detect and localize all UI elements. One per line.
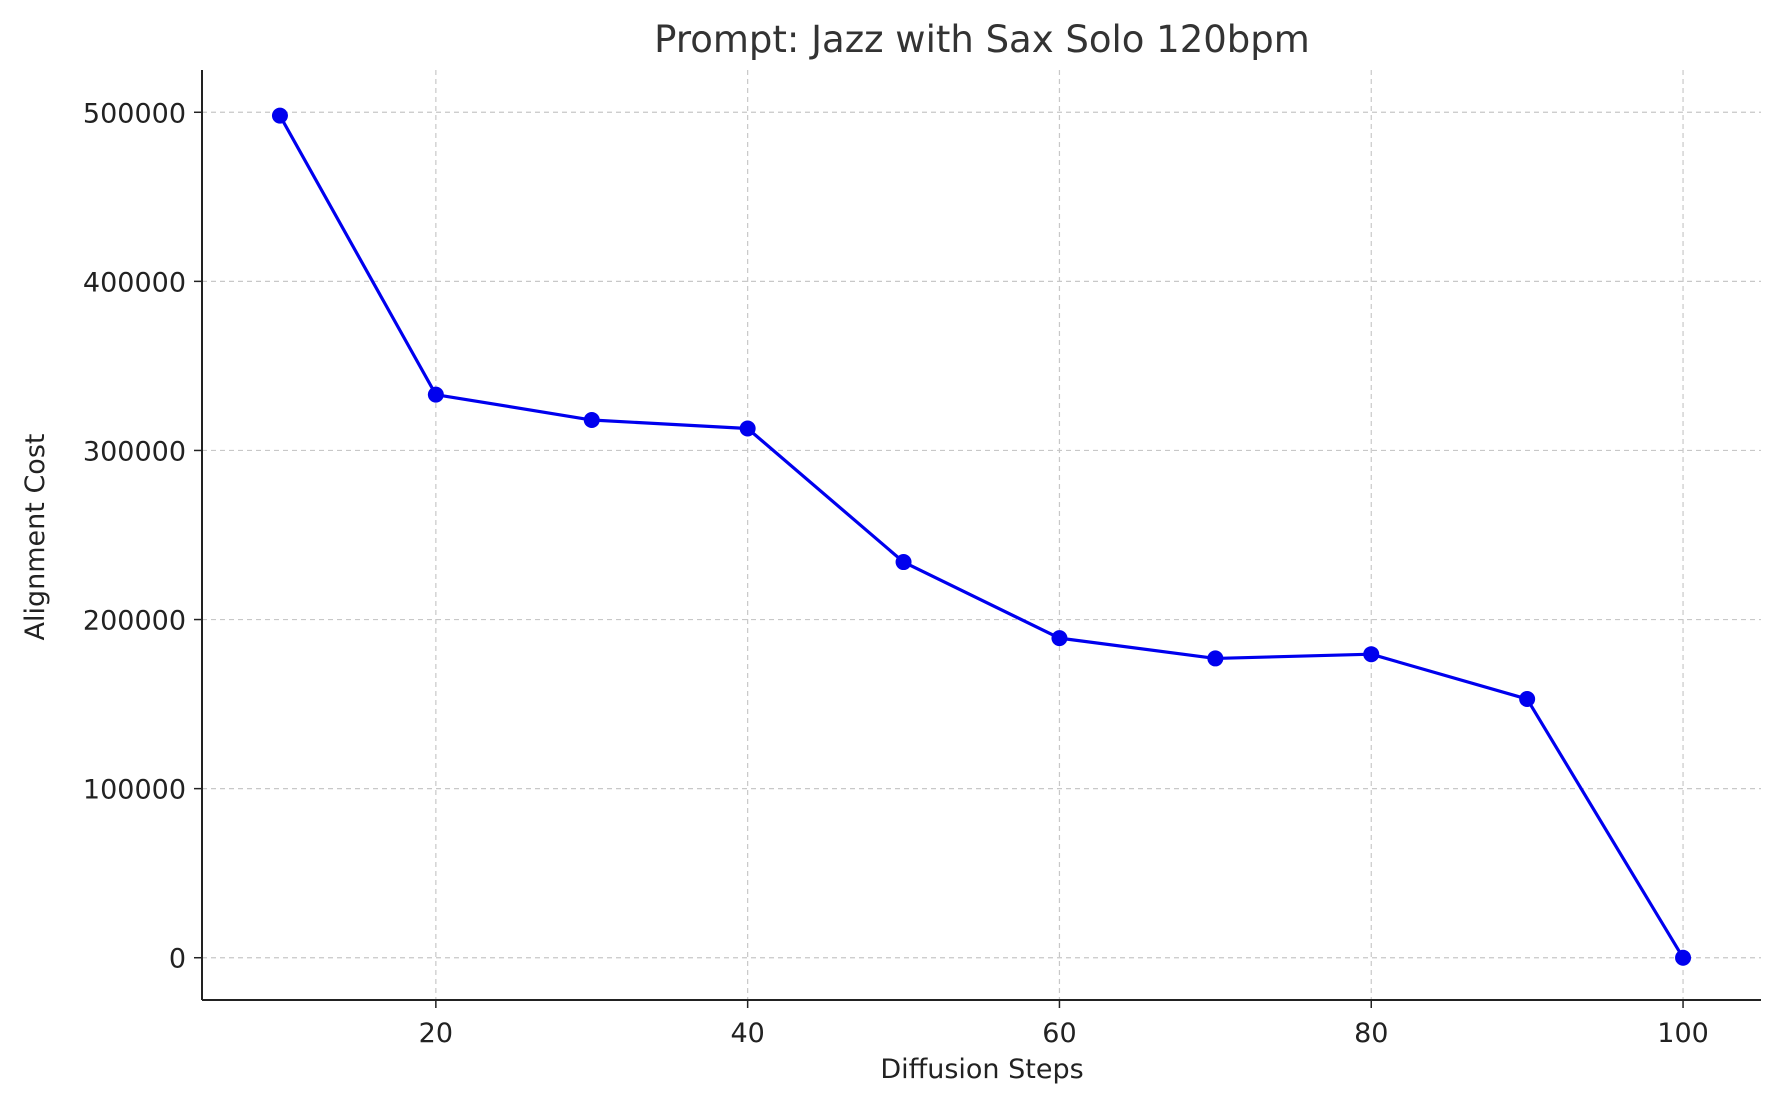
y-tick-label: 500000 bbox=[83, 98, 186, 129]
data-point bbox=[739, 420, 756, 437]
data-point bbox=[1051, 630, 1068, 647]
x-tick-label: 40 bbox=[730, 1018, 764, 1049]
x-tick-label: 60 bbox=[1042, 1018, 1076, 1049]
data-point bbox=[1363, 646, 1380, 663]
y-axis-label: Alignment Cost bbox=[20, 434, 51, 641]
grid-lines bbox=[202, 70, 1761, 1000]
tick-labels: 20 40 60 80 100 0 100000 200000 300000 400000 5000… bbox=[83, 98, 1709, 1049]
data-point bbox=[1519, 691, 1536, 708]
series-line bbox=[278, 114, 1685, 959]
data-point bbox=[427, 386, 444, 403]
y-tick-label: 200000 bbox=[83, 606, 186, 637]
y-tick-label: 400000 bbox=[83, 267, 186, 298]
x-tick-label: 100 bbox=[1657, 1018, 1709, 1049]
chart-title: Prompt: Jazz with Sax Solo 120bpm bbox=[654, 18, 1310, 61]
data-series bbox=[271, 107, 1692, 966]
axes bbox=[201, 70, 1761, 1001]
y-tick-label: 300000 bbox=[83, 436, 186, 467]
x-tick-label: 80 bbox=[1354, 1018, 1388, 1049]
data-point bbox=[1207, 650, 1224, 667]
x-axis-label: Diffusion Steps bbox=[880, 1054, 1083, 1085]
data-point bbox=[271, 107, 288, 124]
y-tick-label: 0 bbox=[169, 944, 186, 975]
data-point bbox=[895, 554, 912, 571]
y-tick-label: 100000 bbox=[83, 775, 186, 806]
data-point bbox=[1675, 949, 1692, 966]
x-tick-label: 20 bbox=[419, 1018, 453, 1049]
data-point bbox=[583, 412, 600, 429]
